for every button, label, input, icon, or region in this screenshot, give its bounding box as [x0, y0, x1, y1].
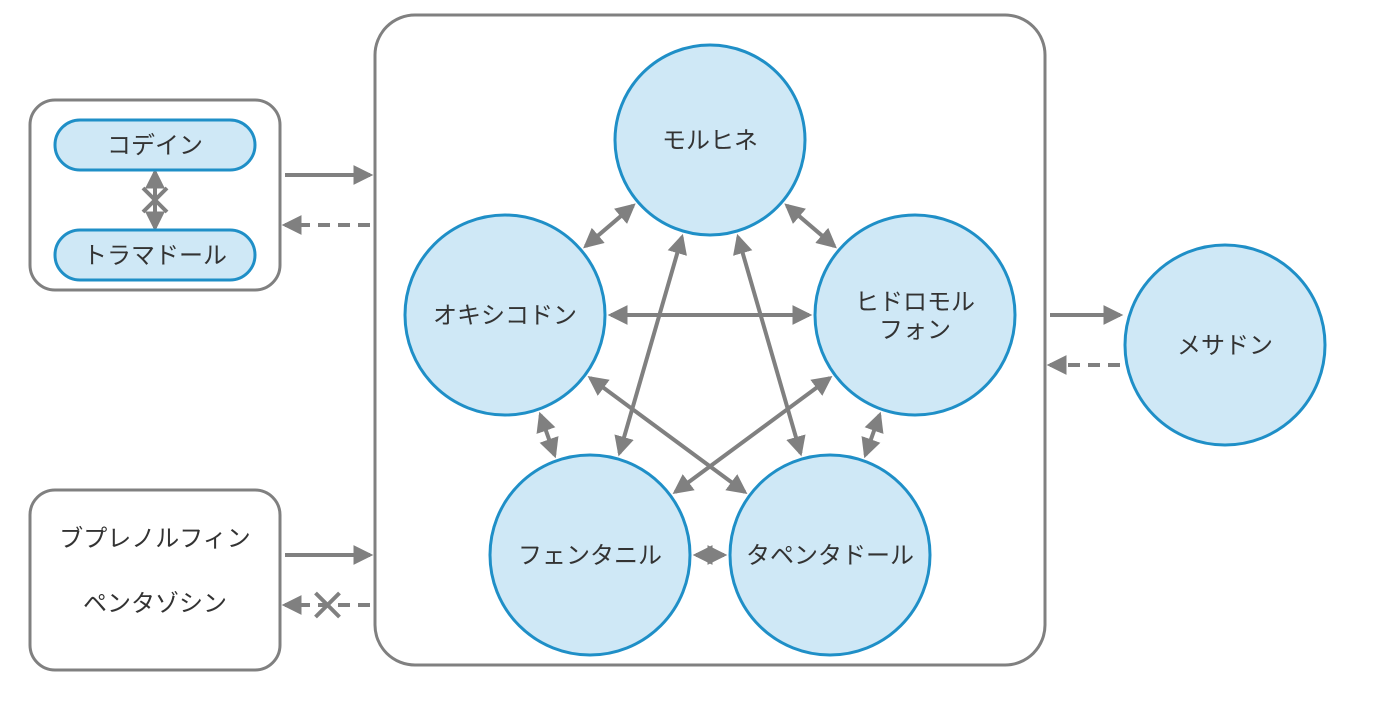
text-pentazocine: ペンタゾシン	[83, 584, 227, 619]
pill-label-codeine: コデイン	[107, 126, 203, 161]
node-label-oxycodone: オキシコドン	[433, 296, 577, 331]
node-label-fentanyl: フェンタニル	[518, 536, 662, 571]
node-label-methadone: メサドン	[1177, 326, 1273, 361]
node-label-morphine: モルヒネ	[662, 121, 758, 156]
node-label-tapentadol: タペンタドール	[746, 536, 914, 571]
diagram-canvas: コデイントラマドールブプレノルフィンペンタゾシンモルヒネオキシコドンヒドロモルフ…	[0, 0, 1394, 710]
pill-label-tramadol: トラマドール	[83, 236, 227, 271]
text-buprenorphine: ブプレノルフィン	[59, 519, 251, 554]
panel-bot_left	[30, 490, 280, 670]
